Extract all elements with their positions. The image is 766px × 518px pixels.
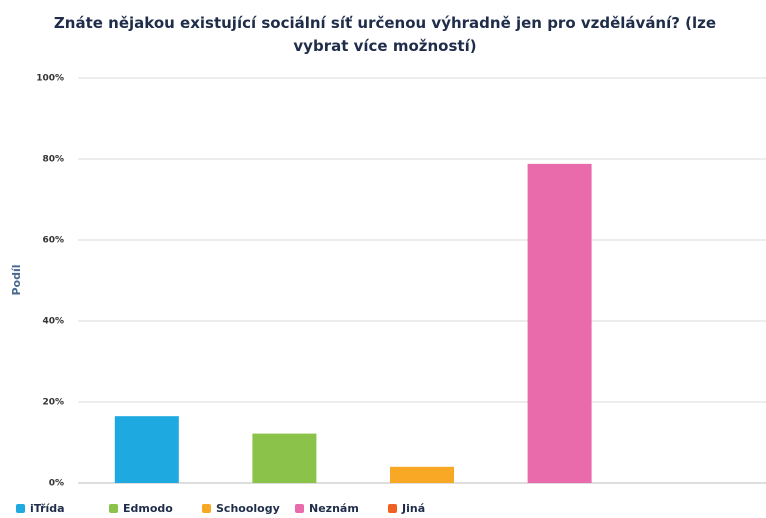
y-tick-label: 60% [42, 236, 64, 246]
y-tick-label: 40% [42, 317, 64, 327]
legend-marker [388, 504, 397, 513]
legend-marker [295, 504, 304, 513]
legend-label: Schoology [216, 502, 280, 515]
legend-label: iTřída [30, 502, 65, 515]
y-tick-label: 80% [42, 155, 64, 165]
bar [252, 433, 317, 483]
chart-title: Znáte nějakou existující sociální síť ur… [53, 14, 717, 55]
legend-label: Neznám [309, 502, 359, 515]
y-tick-label: 20% [42, 398, 64, 408]
bar [114, 416, 179, 483]
legend-marker [202, 504, 211, 513]
bar [390, 466, 454, 483]
legend-label: Edmodo [123, 502, 173, 515]
y-tick-label: 100% [36, 74, 64, 84]
y-tick-label: 0% [49, 479, 64, 489]
y-axis-label: Podíl [10, 264, 23, 295]
legend-marker [109, 504, 118, 513]
legend-label: Jiná [401, 502, 425, 515]
bar [527, 163, 592, 484]
legend-marker [16, 504, 25, 513]
